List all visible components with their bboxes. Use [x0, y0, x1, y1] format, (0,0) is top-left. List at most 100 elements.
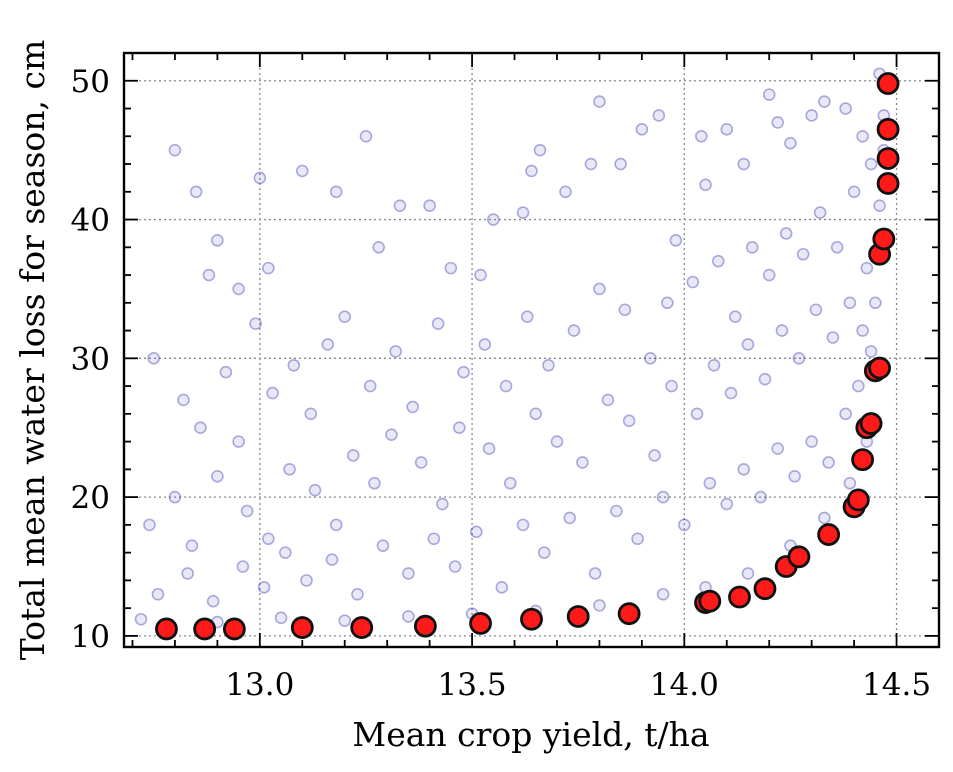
cloud-point	[368, 476, 381, 490]
front-point	[469, 612, 492, 635]
cloud-point	[389, 345, 402, 358]
front-point	[851, 448, 874, 472]
cloud-point	[329, 185, 343, 199]
cloud-point	[525, 164, 538, 178]
cloud-point	[567, 324, 581, 337]
front-point	[520, 607, 543, 631]
cloud-point	[359, 129, 373, 143]
cloud-point	[211, 469, 224, 483]
cloud-point	[856, 129, 869, 143]
cloud-point	[588, 567, 602, 580]
cloud-point	[847, 185, 861, 199]
cloud-point	[741, 338, 755, 351]
cloud-point	[236, 560, 250, 573]
cloud-point	[376, 539, 390, 552]
x-tick-label: 14.0	[650, 667, 719, 703]
cloud-point	[351, 587, 364, 601]
cloud-point	[427, 532, 441, 546]
cloud-point	[453, 421, 466, 435]
cloud-point	[516, 206, 530, 219]
cloud-point	[185, 539, 199, 552]
cloud-point	[168, 490, 182, 504]
y-tick-label: 40	[71, 203, 110, 239]
cloud-point	[385, 428, 398, 441]
cloud-point	[678, 518, 691, 532]
x-axis-label: Mean crop yield, t/ha	[352, 715, 709, 754]
cloud-point	[864, 345, 878, 358]
cloud-point	[635, 123, 649, 136]
front-point	[876, 72, 900, 95]
cloud-point	[622, 414, 636, 428]
cloud-point	[720, 123, 734, 136]
y-tick-label: 30	[71, 341, 110, 377]
cloud-point	[593, 599, 606, 612]
cloud-point	[147, 352, 161, 365]
cloud-point	[168, 143, 182, 157]
front-points	[155, 72, 900, 641]
cloud-point	[206, 594, 220, 608]
front-point	[846, 488, 870, 512]
cloud-point	[559, 185, 572, 199]
cloud-point	[274, 611, 288, 625]
cloud-point	[266, 386, 279, 400]
cloud-point	[771, 116, 784, 129]
cloud-point	[839, 407, 852, 421]
cloud-point	[873, 199, 886, 212]
cloud-point	[499, 379, 513, 393]
cloud-point	[177, 393, 190, 407]
cloud-point	[610, 504, 623, 518]
cloud-point	[151, 587, 165, 601]
cloud-point	[728, 310, 742, 323]
cloud-point	[805, 109, 818, 122]
cloud-point	[542, 358, 555, 372]
cloud-point	[720, 497, 734, 511]
cloud-point	[402, 610, 415, 623]
front-point	[698, 589, 722, 613]
cloud-point	[406, 400, 419, 414]
front-point	[876, 117, 900, 141]
cloud-point	[189, 185, 203, 199]
cloud-point	[631, 532, 644, 546]
cloud-point	[707, 358, 721, 372]
cloud-point	[495, 581, 509, 594]
cloud-point	[436, 497, 449, 511]
cloud-point	[805, 435, 818, 448]
cloud-point	[448, 560, 462, 573]
front-point	[222, 617, 246, 641]
cloud-point	[474, 268, 487, 282]
cloud-point	[134, 612, 148, 626]
cloud-point	[758, 372, 772, 386]
cloud-point	[202, 268, 216, 282]
cloud-point	[181, 567, 194, 580]
y-tick-label: 20	[71, 480, 110, 516]
cloud-point	[262, 532, 275, 546]
front-point	[753, 577, 777, 601]
cloud-point	[669, 234, 683, 247]
cloud-point	[372, 240, 385, 254]
cloud-point	[295, 164, 309, 178]
cloud-point	[711, 254, 725, 268]
cloud-point	[699, 178, 712, 192]
front-point	[193, 617, 217, 641]
cloud-point	[652, 109, 666, 122]
cloud-point	[784, 136, 797, 150]
cloud-point	[703, 476, 717, 490]
cloud-point	[478, 338, 492, 351]
cloud-point	[843, 476, 857, 490]
cloud-point	[656, 587, 670, 601]
cloud-point	[686, 275, 700, 289]
cloud-point	[346, 449, 360, 462]
cloud-point	[470, 525, 483, 539]
cloud-point	[393, 199, 407, 212]
cloud-point	[856, 324, 869, 337]
cloud-point	[257, 581, 271, 594]
cloud-point	[240, 504, 254, 518]
cloud-point	[869, 296, 882, 310]
cloud-point	[822, 456, 835, 469]
cloud-point	[724, 386, 738, 400]
cloud-point	[308, 483, 322, 497]
cloud-point	[694, 129, 708, 143]
cloud-point	[576, 456, 589, 469]
front-point	[290, 616, 314, 639]
cloud-point	[644, 352, 657, 365]
